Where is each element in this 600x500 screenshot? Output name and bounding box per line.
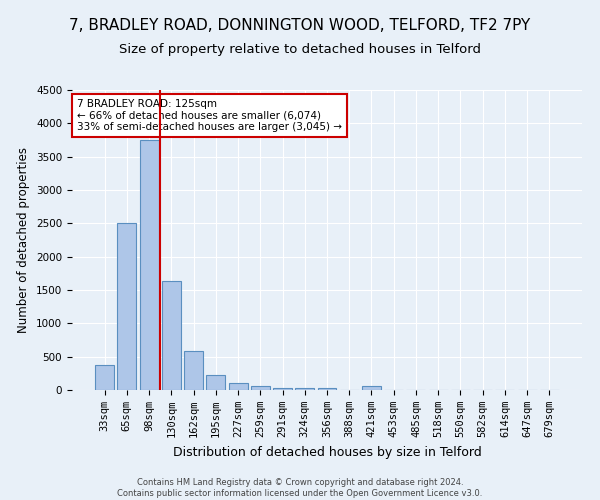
Text: Contains HM Land Registry data © Crown copyright and database right 2024.
Contai: Contains HM Land Registry data © Crown c… — [118, 478, 482, 498]
Bar — [229, 383, 248, 390]
Y-axis label: Number of detached properties: Number of detached properties — [17, 147, 31, 333]
Bar — [295, 388, 314, 390]
Bar — [184, 350, 203, 390]
Bar — [118, 224, 136, 390]
Bar — [95, 365, 114, 390]
Bar — [317, 388, 337, 390]
Bar — [162, 280, 181, 390]
X-axis label: Distribution of detached houses by size in Telford: Distribution of detached houses by size … — [173, 446, 481, 458]
Bar — [273, 388, 292, 390]
Bar — [362, 386, 381, 390]
Bar — [251, 386, 270, 390]
Bar — [140, 140, 158, 390]
Text: 7, BRADLEY ROAD, DONNINGTON WOOD, TELFORD, TF2 7PY: 7, BRADLEY ROAD, DONNINGTON WOOD, TELFOR… — [70, 18, 530, 32]
Text: 7 BRADLEY ROAD: 125sqm
← 66% of detached houses are smaller (6,074)
33% of semi-: 7 BRADLEY ROAD: 125sqm ← 66% of detached… — [77, 99, 342, 132]
Text: Size of property relative to detached houses in Telford: Size of property relative to detached ho… — [119, 42, 481, 56]
Bar — [206, 374, 225, 390]
